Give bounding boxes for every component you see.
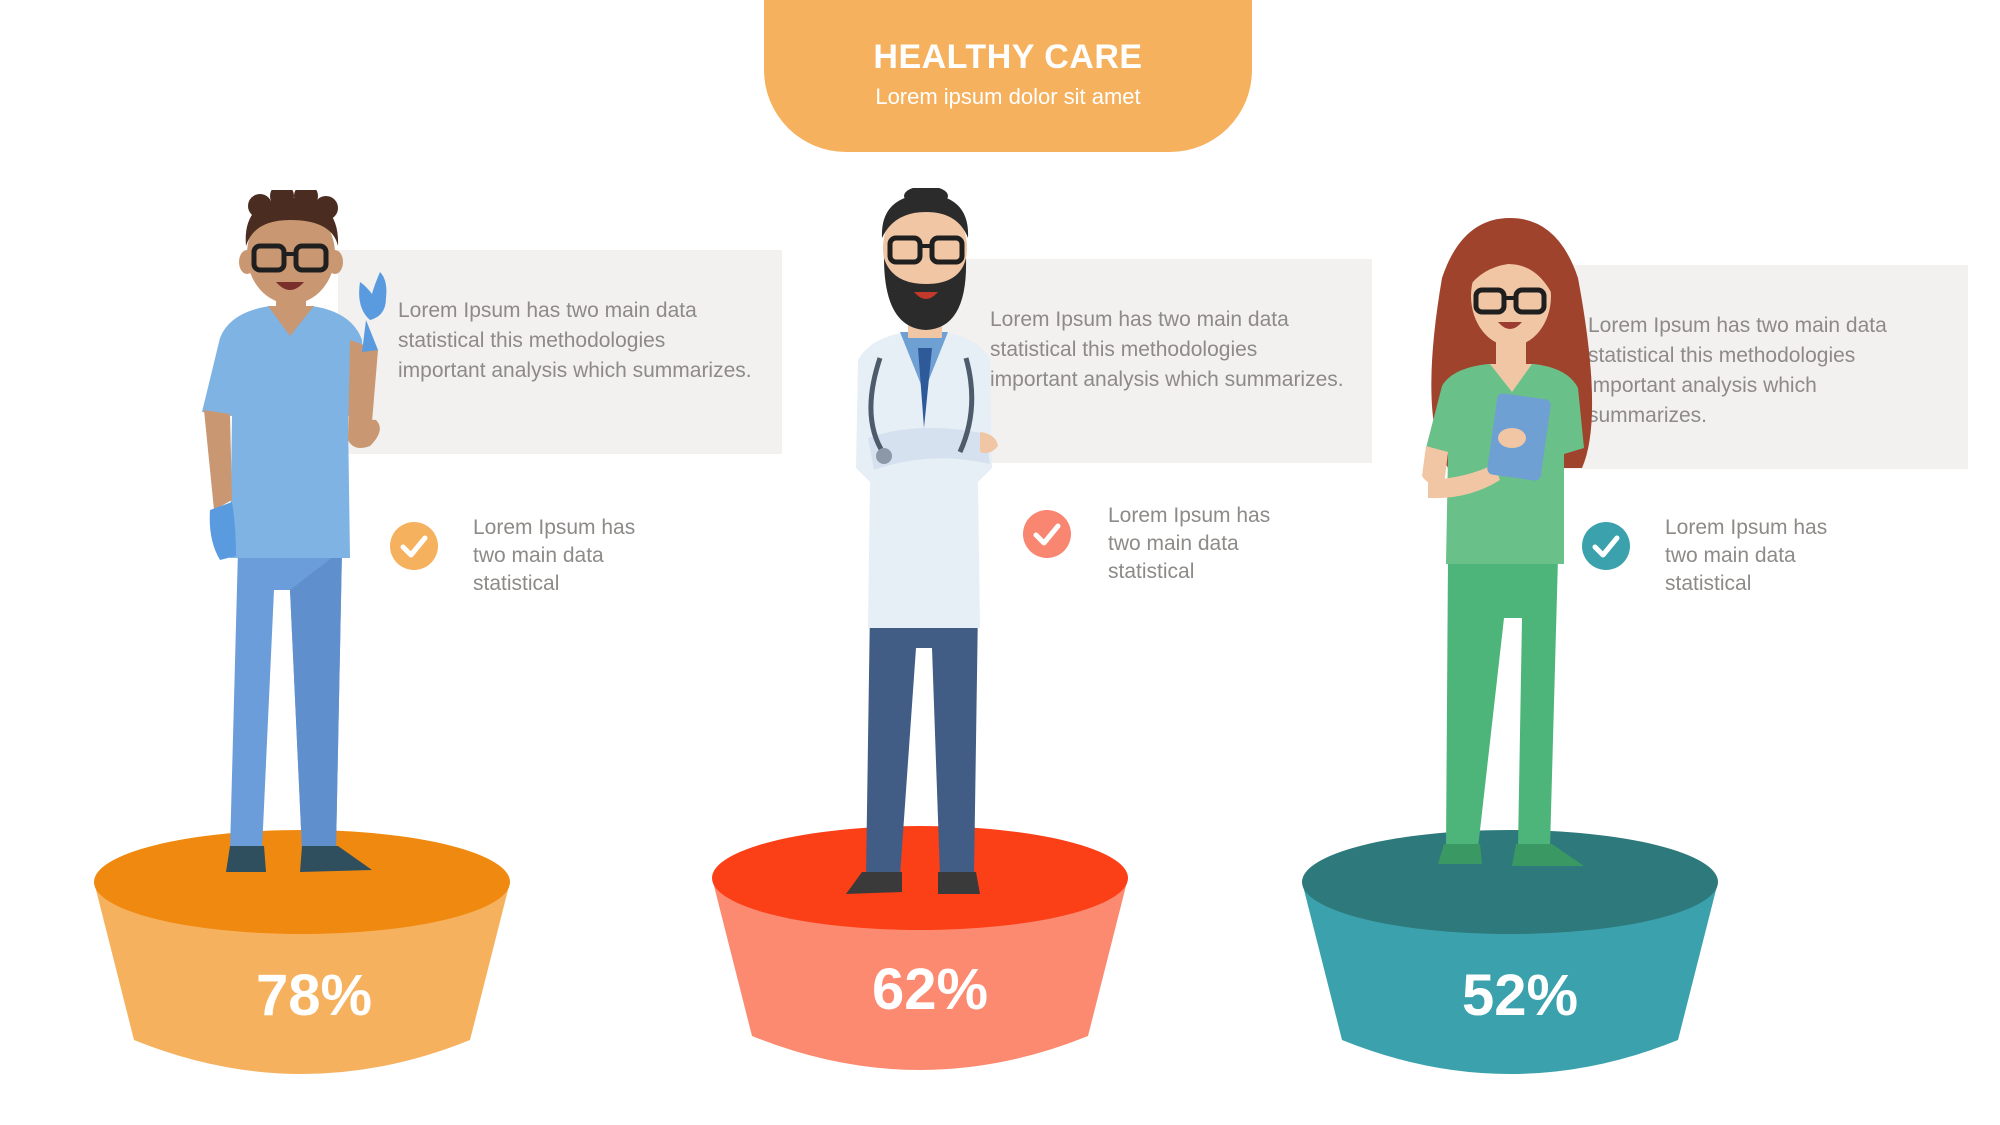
note-text: Lorem Ipsum has two main data statistica… bbox=[1108, 504, 1271, 583]
pedestal-1 bbox=[94, 830, 510, 1074]
description-text: Lorem Ipsum has two main data statistica… bbox=[990, 308, 1344, 391]
percent-label-2: 62% bbox=[871, 957, 989, 1022]
nurse-female-icon bbox=[1422, 218, 1593, 866]
percent-label-3: 52% bbox=[1461, 963, 1579, 1028]
note-text: Lorem Ipsum has two main data statistica… bbox=[1665, 516, 1828, 595]
nurse-male-icon bbox=[202, 190, 387, 872]
page-subtitle: Lorem ipsum dolor sit amet bbox=[875, 84, 1141, 109]
note-text: Lorem Ipsum has two main data statistica… bbox=[473, 516, 636, 595]
description-text: Lorem Ipsum has two main data statistica… bbox=[398, 299, 752, 382]
description-box-1: Lorem Ipsum has two main data statistica… bbox=[338, 250, 782, 454]
header-banner: HEALTHY CARE Lorem ipsum dolor sit amet bbox=[764, 0, 1252, 152]
check-icon bbox=[1023, 510, 1071, 558]
pedestal-2 bbox=[712, 826, 1128, 1070]
description-text: Lorem Ipsum has two main data statistica… bbox=[1588, 314, 1887, 427]
description-box-2: Lorem Ipsum has two main data statistica… bbox=[930, 259, 1372, 463]
page-title: HEALTHY CARE bbox=[873, 38, 1143, 76]
description-box-3: Lorem Ipsum has two main data statistica… bbox=[1530, 265, 1968, 469]
doctor-icon bbox=[846, 188, 998, 894]
check-icon bbox=[1582, 522, 1630, 570]
pedestal-3 bbox=[1302, 830, 1718, 1074]
check-icon bbox=[390, 522, 438, 570]
percent-label-1: 78% bbox=[255, 963, 373, 1028]
